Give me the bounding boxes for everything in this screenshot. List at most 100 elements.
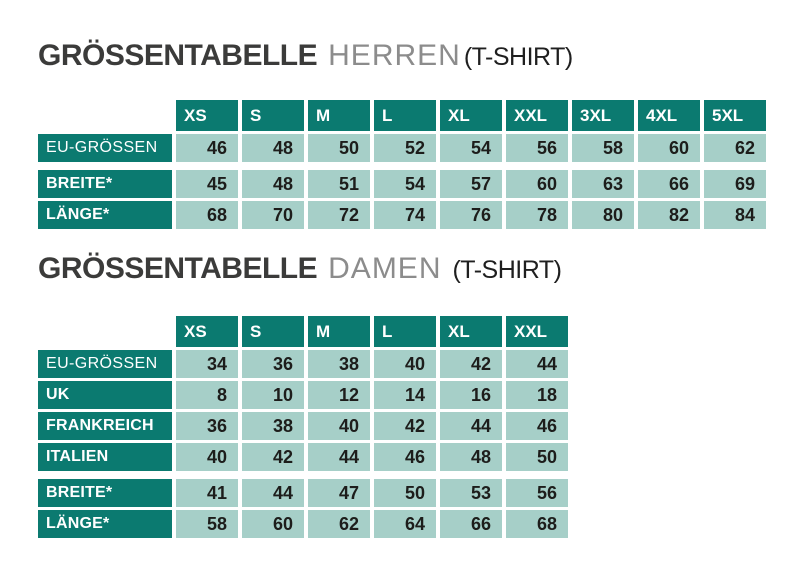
header-row: XS S M L XL XXL 3XL 4XL 5XL xyxy=(38,100,766,131)
column-header-xs: XS xyxy=(176,316,238,347)
size-value: 51 xyxy=(308,170,370,198)
herren-size-table: XS S M L XL XXL 3XL 4XL 5XL EU-GRÖSSEN 46 48 50 52 54 5… xyxy=(38,100,766,229)
size-value: 46 xyxy=(176,134,238,162)
table-row: LÄNGE* 58 60 62 64 66 68 xyxy=(38,510,568,538)
size-value: 68 xyxy=(176,201,238,229)
column-header-3xl: 3XL xyxy=(572,100,634,131)
size-value: 50 xyxy=(506,443,568,471)
size-value: 63 xyxy=(572,170,634,198)
row-label-länge: LÄNGE* xyxy=(38,201,172,229)
damen-title: GRÖSSENTABELLE DAMEN (T-SHIRT) xyxy=(38,251,568,287)
column-header-l: L xyxy=(374,316,436,347)
size-value: 78 xyxy=(506,201,568,229)
size-value: 56 xyxy=(506,479,568,507)
size-value: 36 xyxy=(242,350,304,378)
size-value: 64 xyxy=(374,510,436,538)
table-row: EU-GRÖSSEN 46 48 50 52 54 56 58 60 62 xyxy=(38,134,766,162)
size-value: 38 xyxy=(242,412,304,440)
table-row: ITALIEN 40 42 44 46 48 50 xyxy=(38,443,568,471)
row-label-uk: UK xyxy=(38,381,172,409)
title-main-text: GRÖSSENTABELLE xyxy=(38,39,318,72)
size-value: 46 xyxy=(506,412,568,440)
column-header-m: M xyxy=(308,100,370,131)
table-row: FRANKREICH 36 38 40 42 44 46 xyxy=(38,412,568,440)
size-value: 44 xyxy=(242,479,304,507)
size-value: 52 xyxy=(374,134,436,162)
size-value: 36 xyxy=(176,412,238,440)
row-label-eu-grössen: EU-GRÖSSEN xyxy=(38,134,172,162)
size-value: 80 xyxy=(572,201,634,229)
herren-section: GRÖSSENTABELLE HERREN (T-SHIRT) XS S M L XL X… xyxy=(38,38,766,229)
size-value: 58 xyxy=(176,510,238,538)
size-value: 82 xyxy=(638,201,700,229)
size-value: 34 xyxy=(176,350,238,378)
size-value: 62 xyxy=(308,510,370,538)
size-value: 40 xyxy=(176,443,238,471)
size-value: 41 xyxy=(176,479,238,507)
column-header-s: S xyxy=(242,100,304,131)
size-value: 62 xyxy=(704,134,766,162)
size-value: 68 xyxy=(506,510,568,538)
size-value: 42 xyxy=(242,443,304,471)
size-value: 14 xyxy=(374,381,436,409)
title-audience-text: DAMEN xyxy=(328,252,442,285)
title-suffix-text: (T-SHIRT) xyxy=(452,256,562,284)
size-value: 56 xyxy=(506,134,568,162)
size-value: 48 xyxy=(242,170,304,198)
column-header-xs: XS xyxy=(176,100,238,131)
size-value: 42 xyxy=(374,412,436,440)
title-suffix-text: (T-SHIRT) xyxy=(463,43,573,71)
header-row: XS S M L XL XXL xyxy=(38,316,568,347)
size-value: 50 xyxy=(308,134,370,162)
row-label-länge: LÄNGE* xyxy=(38,510,172,538)
column-header-s: S xyxy=(242,316,304,347)
header-spacer xyxy=(38,316,172,347)
size-value: 44 xyxy=(308,443,370,471)
herren-title: GRÖSSENTABELLE HERREN (T-SHIRT) xyxy=(38,38,766,74)
size-value: 84 xyxy=(704,201,766,229)
table-row: BREITE* 41 44 47 50 53 56 xyxy=(38,479,568,507)
column-header-xl: XL xyxy=(440,316,502,347)
size-value: 66 xyxy=(440,510,502,538)
size-value: 50 xyxy=(374,479,436,507)
row-label-breite: BREITE* xyxy=(38,170,172,198)
size-value: 38 xyxy=(308,350,370,378)
size-value: 45 xyxy=(176,170,238,198)
size-value: 54 xyxy=(374,170,436,198)
table-row: LÄNGE* 68 70 72 74 76 78 80 82 84 xyxy=(38,201,766,229)
column-header-l: L xyxy=(374,100,436,131)
size-value: 53 xyxy=(440,479,502,507)
table-row: UK 8 10 12 14 16 18 xyxy=(38,381,568,409)
row-label-italien: ITALIEN xyxy=(38,443,172,471)
header-spacer xyxy=(38,100,172,131)
row-label-breite: BREITE* xyxy=(38,479,172,507)
size-value: 60 xyxy=(242,510,304,538)
size-value: 57 xyxy=(440,170,502,198)
size-value: 66 xyxy=(638,170,700,198)
column-header-5xl: 5XL xyxy=(704,100,766,131)
size-value: 44 xyxy=(440,412,502,440)
title-audience-text: HERREN xyxy=(328,39,461,72)
size-value: 60 xyxy=(506,170,568,198)
size-value: 54 xyxy=(440,134,502,162)
column-header-xxl: XXL xyxy=(506,100,568,131)
size-value: 69 xyxy=(704,170,766,198)
table-row: EU-GRÖSSEN 34 36 38 40 42 44 xyxy=(38,350,568,378)
size-value: 8 xyxy=(176,381,238,409)
size-value: 60 xyxy=(638,134,700,162)
size-value: 18 xyxy=(506,381,568,409)
size-value: 48 xyxy=(440,443,502,471)
size-value: 44 xyxy=(506,350,568,378)
size-value: 42 xyxy=(440,350,502,378)
size-value: 70 xyxy=(242,201,304,229)
column-header-m: M xyxy=(308,316,370,347)
size-value: 76 xyxy=(440,201,502,229)
column-header-xl: XL xyxy=(440,100,502,131)
size-value: 58 xyxy=(572,134,634,162)
damen-size-table: XS S M L XL XXL EU-GRÖSSEN 34 36 38 40 42 44 UK 8 10 12 1… xyxy=(38,316,568,538)
size-value: 10 xyxy=(242,381,304,409)
row-label-frankreich: FRANKREICH xyxy=(38,412,172,440)
column-header-xxl: XXL xyxy=(506,316,568,347)
size-value: 46 xyxy=(374,443,436,471)
